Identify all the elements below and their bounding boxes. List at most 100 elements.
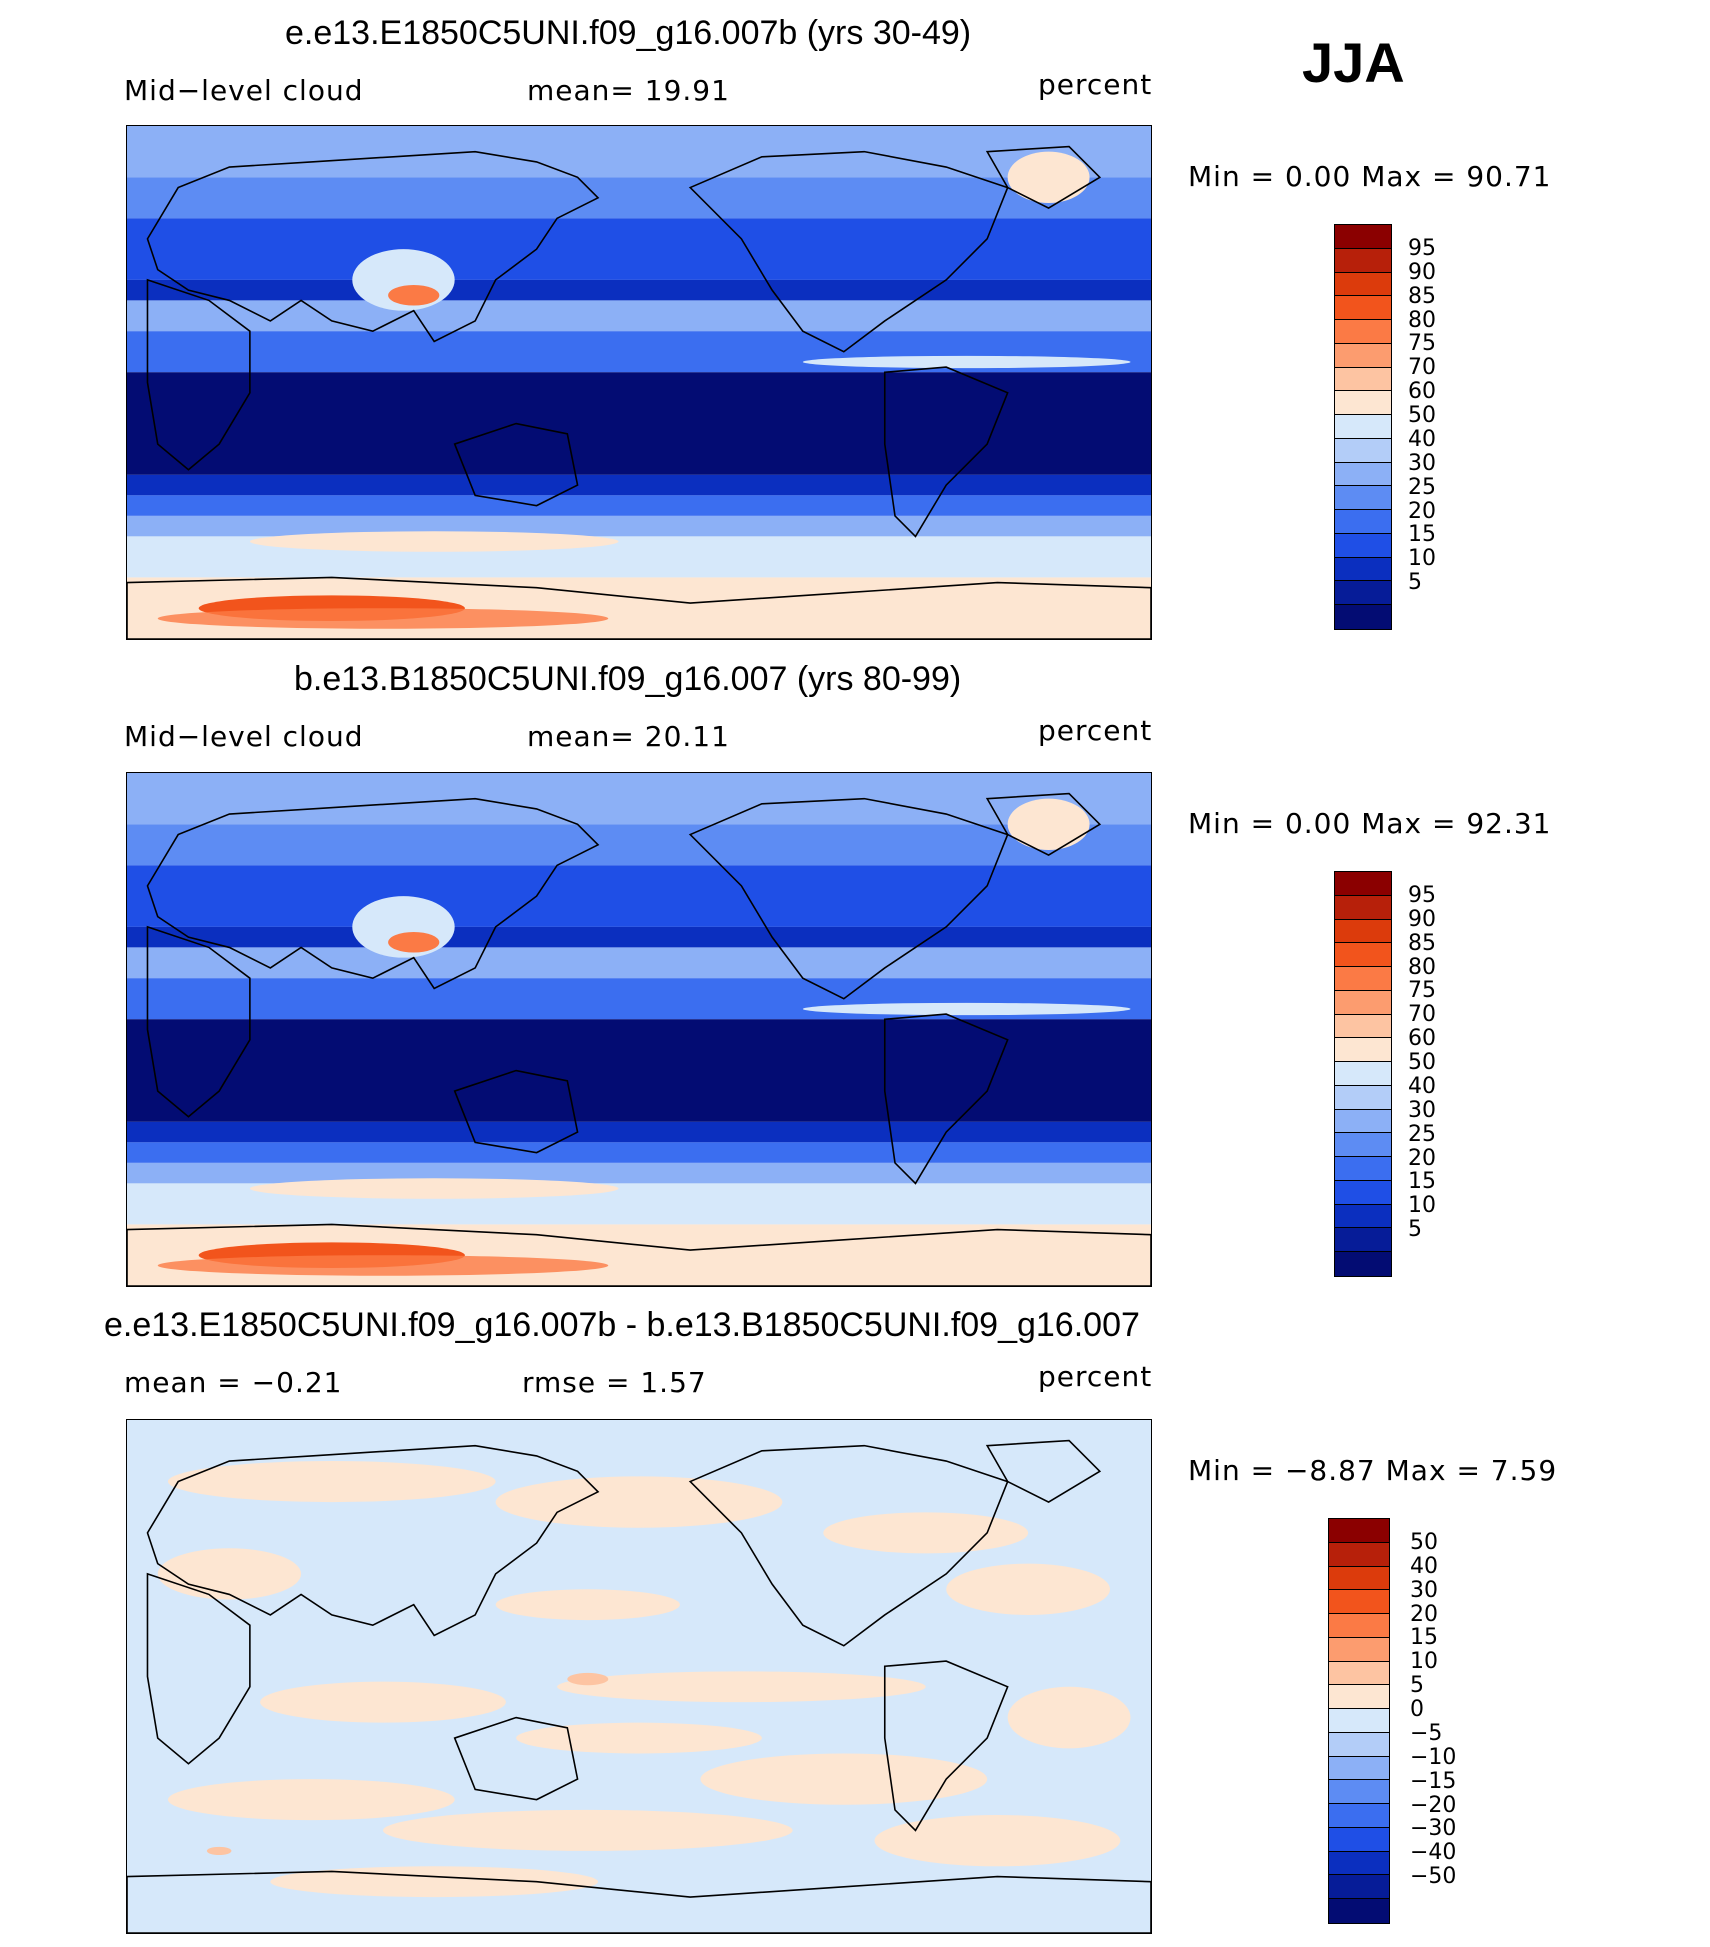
coastline (127, 576, 1151, 639)
colorbar-swatch (1335, 343, 1391, 368)
panel-1-colorbar (1334, 224, 1392, 630)
colorbar-swatch (1329, 1756, 1389, 1781)
colorbar-swatch (1335, 557, 1391, 582)
colorbar-tick-label: 70 (1408, 1002, 1436, 1028)
colorbar-swatch (1335, 1038, 1391, 1062)
coastline (146, 150, 600, 343)
field-band (127, 218, 1151, 280)
field-anomaly (946, 1563, 1111, 1615)
coastline (453, 1069, 579, 1154)
map-field (127, 1420, 1151, 1933)
colorbar-swatch (1335, 272, 1391, 297)
field-anomaly (167, 1461, 496, 1503)
colorbar-swatch (1329, 1637, 1389, 1662)
colorbar-tick-label: 85 (1408, 930, 1436, 956)
colorbar-swatch (1335, 1180, 1391, 1205)
colorbar-swatch (1329, 1519, 1389, 1543)
field-band (127, 279, 1151, 301)
colorbar-tick-label: 15 (1410, 1625, 1438, 1651)
colorbar-swatch (1335, 967, 1391, 991)
panel-3-rmse-label: rmse = 1.57 (522, 1366, 707, 1399)
colorbar-tick-label: 25 (1408, 474, 1436, 500)
panel-2-colorbar-labels: 95 90 85 80 75 70 60 50 40 30 25 20 15 10 5 (1408, 871, 1468, 1277)
colorbar-tick-label: 10 (1408, 546, 1436, 572)
colorbar-swatch (1335, 943, 1391, 967)
coastline (985, 792, 1102, 856)
colorbar-swatch (1335, 1014, 1391, 1039)
coastline (453, 422, 579, 507)
colorbar-tick-label: −40 (1410, 1840, 1457, 1866)
panel-3-map (126, 1419, 1152, 1934)
colorbar-swatch (1329, 1899, 1389, 1923)
colorbar-swatch (1335, 919, 1391, 944)
panel-2-mean-label: mean= 20.11 (527, 720, 730, 753)
colorbar-swatch (1329, 1709, 1389, 1733)
panel-3-minmax: Min = −8.87 Max = 7.59 (1188, 1454, 1558, 1487)
colorbar-tick-label: 60 (1408, 379, 1436, 405)
field-anomaly (270, 1866, 599, 1898)
colorbar-swatch (1335, 1204, 1391, 1229)
field-band (127, 1142, 1151, 1163)
colorbar-swatch (1335, 895, 1391, 920)
colorbar-tick-label: −5 (1410, 1720, 1443, 1746)
colorbar-tick-label: 20 (1408, 1145, 1436, 1171)
coastline (985, 1439, 1102, 1503)
colorbar-tick-label: 40 (1408, 1073, 1436, 1099)
colorbar-swatch (1335, 225, 1391, 249)
field-anomaly (495, 1476, 783, 1528)
field-band (127, 947, 1151, 979)
colorbar-swatch (1335, 248, 1391, 273)
colorbar-swatch (1335, 320, 1391, 344)
panel-3-colorbar-labels: 50 40 30 20 15 10 5 0 −5 −10 −15 −20 −30 −40 −50 (1410, 1518, 1480, 1924)
colorbar-swatch (1335, 533, 1391, 558)
coastline (883, 1013, 1009, 1185)
colorbar-tick-label: 15 (1408, 1169, 1436, 1195)
colorbar-tick-label: 60 (1408, 1026, 1436, 1052)
panel-1-variable-label: Mid−level cloud (124, 74, 364, 107)
field-anomaly (206, 1846, 232, 1856)
field-anomaly (260, 1681, 506, 1723)
colorbar-tick-label: 75 (1408, 978, 1436, 1004)
colorbar-tick-label: 10 (1410, 1649, 1438, 1675)
colorbar-swatch (1335, 1133, 1391, 1157)
colorbar-swatch (1329, 1590, 1389, 1614)
field-anomaly (157, 1255, 609, 1276)
colorbar-swatch (1329, 1875, 1389, 1899)
field-anomaly (495, 1589, 680, 1621)
panel-1-title: e.e13.E1850C5UNI.f09_g16.007b (yrs 30-49… (285, 14, 972, 52)
field-anomaly (249, 531, 619, 552)
field-anomaly (157, 1548, 302, 1600)
colorbar-tick-label: 5 (1410, 1673, 1424, 1699)
colorbar-swatch (1329, 1780, 1389, 1804)
colorbar-tick-label: −10 (1410, 1744, 1457, 1770)
field-anomaly (700, 1753, 988, 1805)
colorbar-tick-label: −50 (1410, 1864, 1457, 1890)
colorbar-swatch (1335, 391, 1391, 415)
colorbar-tick-label: 5 (1408, 570, 1422, 596)
colorbar-tick-label: 90 (1408, 906, 1436, 932)
colorbar-swatch (1335, 1157, 1391, 1181)
map-field (127, 773, 1151, 1286)
panel-2-colorbar (1334, 871, 1392, 1277)
map-field (127, 126, 1151, 639)
colorbar-swatch (1329, 1851, 1389, 1876)
colorbar-swatch (1329, 1661, 1389, 1686)
field-band (127, 474, 1151, 496)
panel-1-colorbar-labels: 95 90 85 80 75 70 60 50 40 30 25 20 15 10 5 (1408, 224, 1468, 630)
panel-3-units-label: percent (1038, 1360, 1153, 1393)
colorbar-swatch (1335, 581, 1391, 605)
colorbar-swatch (1329, 1827, 1389, 1852)
panel-3-title: e.e13.E1850C5UNI.f09_g16.007b - b.e13.B1… (104, 1306, 1140, 1344)
colorbar-swatch (1335, 1228, 1391, 1252)
panel-1-units-label: percent (1038, 68, 1153, 101)
field-band (127, 177, 1151, 219)
panel-2-units-label: percent (1038, 714, 1153, 747)
colorbar-tick-label: 30 (1408, 450, 1436, 476)
colorbar-tick-label: 15 (1408, 522, 1436, 548)
field-band (127, 1019, 1151, 1122)
field-band (127, 824, 1151, 866)
coastline (985, 145, 1102, 209)
field-anomaly (1007, 798, 1090, 850)
field-anomaly (383, 1809, 793, 1851)
field-anomaly (157, 608, 609, 629)
